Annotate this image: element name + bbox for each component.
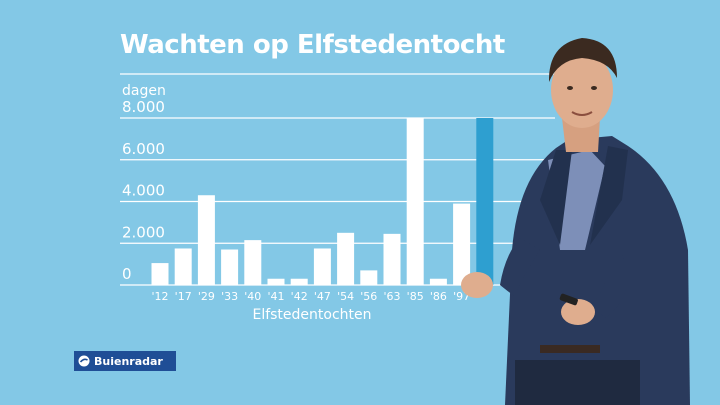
brand-name: Buienradar [94,354,163,368]
buienradar-logo: Buienradar [74,351,176,371]
bar [453,203,471,285]
bar [337,232,355,285]
bar [197,195,215,285]
bar [383,233,401,285]
bar [151,263,169,285]
x-tick-label: '40 [244,290,261,303]
bar [290,278,308,285]
chart-title: Wachten op Elfstedentocht [120,30,505,60]
x-tick-label: '17 [175,290,192,303]
bar [360,270,378,285]
x-tick-label: '54 [337,290,354,303]
y-tick-label: 4.000 [122,182,165,200]
bar [244,240,262,285]
bar [429,278,447,285]
presenter-figure [461,38,690,405]
bar [174,248,192,285]
x-tick-label: '85 [407,290,424,303]
bar [221,249,239,285]
y-tick-label: 0 [122,265,132,283]
x-tick-label: '47 [314,290,331,303]
x-tick-label: '33 [221,290,238,303]
bar [267,278,285,285]
x-tick-label: '42 [291,290,308,303]
y-axis-label: dagen [122,83,166,99]
x-tick-label: '63 [383,290,400,303]
y-tick-label: 6.000 [122,140,165,158]
buienradar-logo-mark-icon [78,355,90,367]
x-axis-label: Elfstedentochten [252,307,371,323]
y-tick-label: 8.000 [122,98,165,116]
bar [406,118,424,285]
bar [313,248,331,285]
bar [476,118,494,285]
y-tick-label: 2.000 [122,223,165,241]
x-tick-label: '12 [151,290,168,303]
x-tick-label: '86 [430,290,447,303]
x-tick-label: '56 [360,290,377,303]
x-tick-label: '41 [267,290,284,303]
x-tick-label: '29 [198,290,215,303]
